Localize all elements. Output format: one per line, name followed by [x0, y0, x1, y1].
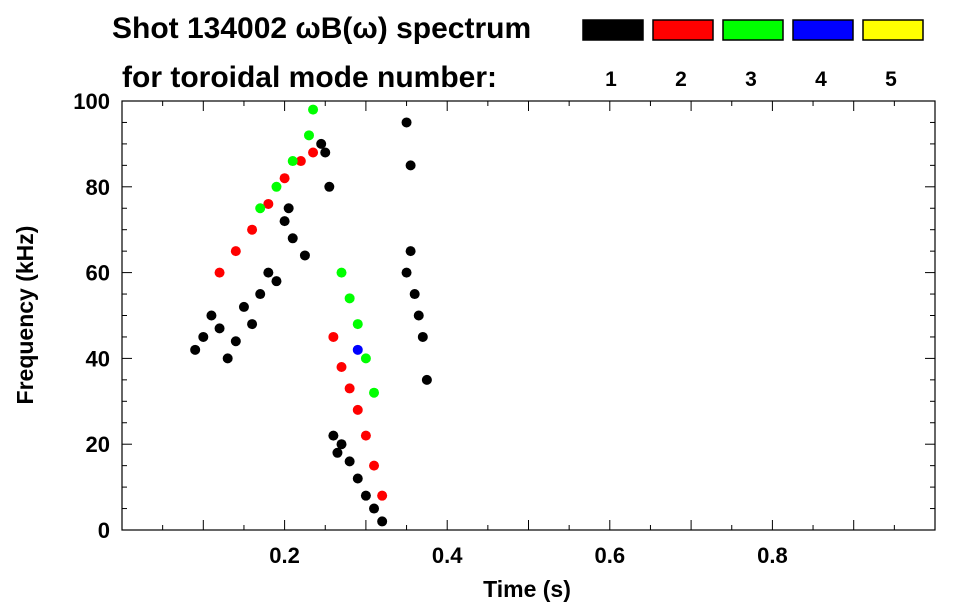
series-3-point-4 — [308, 104, 319, 115]
series-1-point-3 — [214, 323, 225, 334]
series-3-point-8 — [360, 353, 371, 364]
series-2-point-12 — [369, 460, 380, 471]
series-1-point-10 — [271, 276, 282, 287]
series-1-point-20 — [336, 439, 347, 450]
series-1-point-11 — [279, 216, 290, 227]
series-1-point-18 — [328, 430, 339, 441]
series-1-point-9 — [263, 267, 274, 278]
legend-swatch-3 — [722, 19, 784, 41]
legend-swatch-1 — [582, 19, 644, 41]
y-tick-label: 60 — [86, 261, 110, 286]
series-2-point-4 — [279, 173, 290, 184]
series-2-point-5 — [295, 156, 306, 167]
series-1-point-28 — [409, 289, 420, 300]
series-1-point-31 — [405, 160, 416, 171]
series-4-point-0 — [352, 344, 363, 355]
series-1-point-14 — [299, 250, 310, 261]
series-1-point-25 — [377, 516, 388, 527]
series-3-point-5 — [336, 267, 347, 278]
series-3-point-6 — [344, 293, 355, 304]
legend-label-5: 5 — [885, 68, 897, 91]
series-2-point-7 — [328, 331, 339, 342]
series-1-point-16 — [320, 147, 331, 158]
series-1-point-15 — [316, 138, 327, 149]
legend-label-3: 3 — [745, 68, 757, 91]
series-1-point-13 — [287, 233, 298, 244]
plot-area: 0.2 0.4 0.6 0.8 0 20 40 60 80 100 — [73, 89, 936, 568]
series-3-point-9 — [369, 387, 380, 398]
x-tick-label: 0.6 — [595, 543, 626, 568]
series-2-point-2 — [247, 224, 258, 235]
y-tick-label: 80 — [86, 175, 110, 200]
mode-legend: 1 2 3 4 5 — [582, 19, 924, 91]
series-1-point-33 — [421, 374, 432, 385]
series-1-point-17 — [324, 181, 335, 192]
legend-swatch-4 — [792, 19, 854, 41]
series-2-point-11 — [360, 430, 371, 441]
legend-swatch-2 — [652, 19, 714, 41]
legend-label-4: 4 — [815, 68, 827, 91]
series-3-point-1 — [271, 181, 282, 192]
series-1-point-7 — [247, 319, 258, 330]
series-1-point-23 — [360, 490, 371, 501]
series-1-point-6 — [238, 301, 249, 312]
series-1-point-2 — [206, 310, 217, 321]
series-2-point-10 — [352, 404, 363, 415]
series-2-point-13 — [377, 490, 388, 501]
series-1-point-0 — [190, 344, 201, 355]
series-3-point-0 — [255, 203, 266, 214]
y-tick-label: 40 — [86, 346, 110, 371]
series-1-point-32 — [401, 117, 412, 128]
series-2-point-1 — [230, 246, 241, 257]
series-2-point-6 — [308, 147, 319, 158]
series-1-point-29 — [413, 310, 424, 321]
series-2-point-0 — [214, 267, 225, 278]
series-1-point-22 — [352, 473, 363, 484]
series-3-point-2 — [287, 156, 298, 167]
legend-label-1: 1 — [605, 68, 617, 91]
series-1-point-12 — [283, 203, 294, 214]
series-1-point-5 — [230, 336, 241, 347]
x-tick-label: 0.4 — [432, 543, 463, 568]
series-2-point-9 — [344, 383, 355, 394]
y-tick-label: 0 — [98, 518, 110, 543]
series-1-point-27 — [405, 246, 416, 257]
series-1-point-8 — [255, 289, 266, 300]
series-1-point-21 — [344, 456, 355, 467]
x-tick-label: 0.2 — [269, 543, 300, 568]
series-1-point-24 — [369, 503, 380, 514]
series-2-point-3 — [263, 198, 274, 209]
series-2-point-8 — [336, 361, 347, 372]
series-3-point-7 — [352, 319, 363, 330]
y-tick-label: 20 — [86, 432, 110, 457]
x-axis-label: Time (s) — [483, 576, 571, 602]
data-layer — [190, 104, 432, 527]
plot-frame — [121, 100, 936, 531]
legend-swatch-5 — [862, 19, 924, 41]
chart-title: Shot 134002 ωB(ω) spectrum — [112, 12, 531, 45]
series-1-point-1 — [198, 331, 209, 342]
series-1-point-30 — [417, 331, 428, 342]
series-3-point-3 — [303, 130, 314, 141]
series-1-point-4 — [222, 353, 233, 364]
x-tick-label: 0.8 — [757, 543, 788, 568]
chart-subtitle: for toroidal mode number: — [122, 61, 497, 94]
y-tick-label: 100 — [73, 89, 110, 114]
axes: 0.2 0.4 0.6 0.8 0 20 40 60 80 100 — [73, 89, 936, 568]
series-1-point-19 — [332, 447, 343, 458]
legend-label-2: 2 — [675, 68, 687, 91]
series-1-point-26 — [401, 267, 412, 278]
y-axis-label: Frequency (kHz) — [12, 226, 38, 405]
